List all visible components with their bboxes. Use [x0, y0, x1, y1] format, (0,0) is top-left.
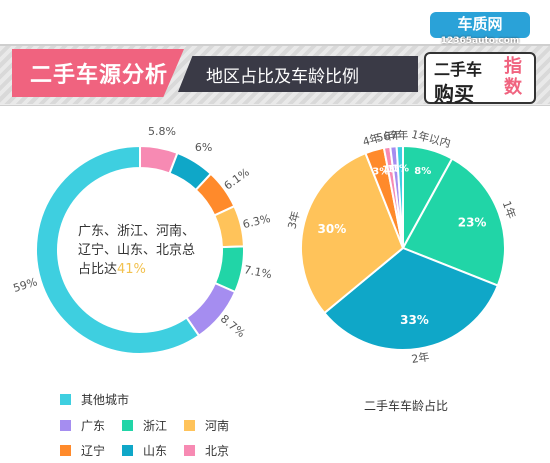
- logo-line3: 指数: [504, 56, 522, 98]
- donut-data-label: 6.3%: [241, 212, 271, 231]
- logo-badge: 二手车 购买 指数: [424, 52, 536, 106]
- legend-swatch: [122, 445, 133, 456]
- legend-item: 辽宁: [60, 442, 105, 459]
- legend-item: 其他城市: [60, 391, 129, 408]
- pie-slice: [401, 157, 506, 287]
- divider: [0, 104, 550, 105]
- logo-url: 12365auto.com: [440, 36, 520, 46]
- legend-swatch: [60, 445, 71, 456]
- legend-swatch: [60, 394, 71, 405]
- pie-category-label: 5年: [375, 128, 395, 145]
- legend-label: 山东: [143, 444, 168, 458]
- pie-slice: [300, 151, 405, 315]
- legend-swatch: [122, 420, 133, 431]
- pie-category-label: 7年: [390, 128, 408, 143]
- legend-item: 山东: [122, 442, 167, 459]
- brand-logo: 车质网 12365auto.com 二手车 购买 指数: [420, 6, 540, 108]
- pie-slice: [322, 246, 500, 351]
- pie-category-label: 3年: [285, 209, 303, 230]
- right-chart-caption: 二手车车龄占比: [364, 399, 449, 413]
- legend-swatch: [60, 420, 71, 431]
- logo-line1: 二手车: [434, 60, 483, 79]
- donut-data-label: 6%: [195, 141, 212, 154]
- pie-slice: [395, 144, 404, 249]
- header-title: 二手车源分析: [12, 49, 184, 97]
- pie-data-label: 8%: [414, 166, 431, 177]
- legend-swatch: [184, 420, 195, 431]
- pie-category-label: 1年: [500, 199, 519, 221]
- legend-item: 浙江: [122, 417, 167, 434]
- logo-line2: 购买: [434, 82, 474, 106]
- pie-data-label: 30%: [318, 222, 347, 236]
- pie-data-label: 33%: [400, 313, 429, 327]
- donut-data-label: 7.1%: [243, 263, 273, 281]
- header-subtitle: 地区占比及车龄比例: [178, 56, 418, 92]
- center-text-percent: 41%: [117, 262, 146, 277]
- pie-data-label: 1%: [392, 163, 409, 174]
- legend-label: 辽宁: [81, 444, 106, 458]
- pie-data-label: 1%: [387, 164, 404, 175]
- donut-data-label: 59%: [12, 275, 39, 295]
- donut-slice: [213, 204, 245, 249]
- pie-data-label: 1%: [382, 164, 399, 175]
- pie-data-label: 3%: [372, 167, 389, 178]
- pie-category-label: 2年: [410, 349, 430, 366]
- pie-category-label: 6年: [383, 128, 402, 144]
- legend-label: 河南: [205, 419, 230, 433]
- legend-item: 广东: [60, 417, 105, 434]
- pie-category-label: 4年: [361, 130, 382, 148]
- legend-label: 广东: [81, 419, 106, 433]
- donut-data-label: 6.1%: [222, 166, 252, 193]
- legend-item: 北京: [184, 442, 229, 459]
- legend-swatch: [184, 445, 195, 456]
- donut-center-text: 广东、浙江、河南、辽宁、山东、北京总占比达41%: [78, 222, 206, 279]
- donut-slice: [35, 144, 201, 355]
- legend-label: 其他城市: [81, 393, 130, 407]
- legend-label: 浙江: [143, 419, 168, 433]
- logo-brand: 车质网: [430, 12, 530, 38]
- legend-item: 河南: [184, 417, 229, 434]
- center-text-label: 广东、浙江、河南、辽宁、山东、北京总占比达: [78, 224, 196, 277]
- legend-label: 北京: [205, 444, 230, 458]
- donut-data-label: 5.8%: [148, 125, 176, 138]
- pie-data-label: 23%: [458, 216, 487, 230]
- donut-data-label: 8.7%: [218, 312, 248, 340]
